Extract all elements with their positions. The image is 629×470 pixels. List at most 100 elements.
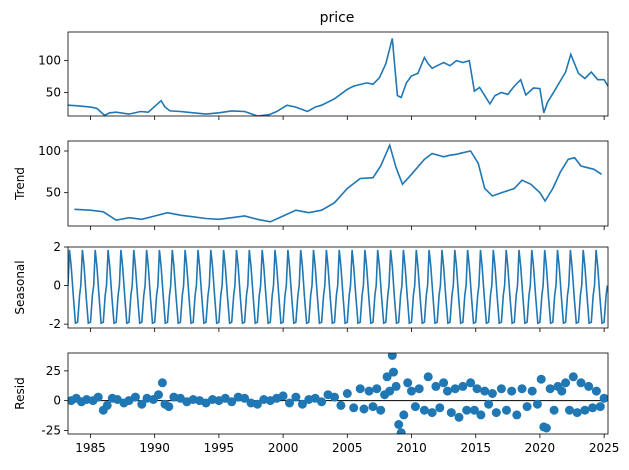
y-axis-label: Seasonal (13, 260, 27, 314)
resid-point (297, 399, 307, 409)
resid-point (450, 384, 460, 394)
resid-point (387, 353, 397, 360)
resid-point (466, 378, 476, 388)
resid-point (330, 392, 339, 402)
resid-point (368, 402, 378, 412)
resid-point (130, 392, 140, 402)
resid-point (512, 410, 522, 420)
y-tick-label: 50 (46, 85, 61, 99)
y-tick-label: 2 (53, 240, 61, 254)
resid-point (446, 408, 456, 418)
resid-point (522, 402, 532, 412)
resid-point (584, 381, 594, 391)
resid-point (572, 408, 582, 418)
resid-point (507, 386, 517, 396)
plot-area-4 (68, 353, 608, 434)
resid-point (496, 384, 506, 394)
resid-point (480, 386, 490, 396)
resid-point (568, 372, 578, 382)
x-tick-label: 2005 (332, 441, 363, 455)
y-tick-label: -2 (49, 317, 61, 331)
resid-point (491, 408, 501, 418)
plot-area-3 (68, 249, 608, 325)
resid-point (252, 399, 262, 409)
resid-point (545, 384, 555, 394)
resid-point (317, 397, 327, 407)
resid-point (557, 386, 567, 396)
resid-point (342, 389, 352, 398)
resid-point (291, 392, 301, 402)
y-tick-label: 25 (46, 364, 61, 378)
resid-point (541, 423, 551, 433)
resid-point (595, 402, 605, 412)
resid-point (336, 400, 346, 410)
resid-point (549, 405, 559, 415)
resid-point (399, 410, 409, 420)
resid-point (462, 405, 472, 415)
resid-point (419, 405, 429, 415)
resid-point (414, 384, 424, 394)
resid-point (472, 384, 482, 394)
resid-point (469, 405, 479, 415)
y-axis-label: Resid (13, 377, 27, 409)
resid-point (527, 386, 537, 396)
resid-point (364, 386, 374, 396)
y-tick-label: 0 (53, 394, 61, 408)
resid-point (359, 404, 369, 414)
resid-point (423, 372, 433, 382)
x-tick-label: 1995 (204, 441, 235, 455)
axes-frame (67, 31, 609, 117)
panel-1: 50 100 (38, 31, 609, 120)
panel-4: -25 0 25 1985 1990 1995 2000 2005 2010 2015 2020 20… (13, 352, 620, 455)
resid-point (576, 378, 586, 388)
y-tick-label: 0 (53, 279, 61, 293)
resid-point (580, 405, 590, 415)
y-tick-label: -25 (41, 423, 61, 437)
resid-point (443, 386, 452, 396)
axes-frame (67, 140, 609, 227)
resid-point (502, 405, 511, 415)
resid-point (599, 393, 608, 403)
resid-point (382, 372, 392, 382)
resid-point (435, 403, 445, 413)
resid-point (278, 391, 288, 401)
y-tick-label: 100 (38, 54, 61, 68)
resid-point (517, 384, 527, 394)
resid-point (561, 378, 571, 388)
x-tick-label: 2025 (589, 441, 620, 455)
x-tick-label: 1985 (75, 441, 106, 455)
resid-point (157, 378, 167, 388)
x-tick-label: 1990 (139, 441, 170, 455)
resid-point (376, 405, 386, 415)
resid-point (355, 384, 365, 394)
resid-point (394, 420, 404, 429)
resid-point (396, 428, 406, 434)
resid-point (439, 378, 449, 388)
resid-point (407, 386, 416, 396)
resid-point (484, 399, 494, 409)
series-line (74, 142, 603, 223)
resid-point (476, 410, 486, 420)
resid-point (154, 390, 163, 400)
resid-point (372, 384, 382, 394)
resid-point (137, 399, 147, 409)
panel-title-price: price (320, 10, 355, 26)
resid-point (591, 386, 601, 396)
resid-point (431, 381, 441, 391)
resid-point (427, 408, 437, 418)
axes-frame (67, 246, 609, 329)
x-tick-label: 2020 (525, 441, 556, 455)
resid-point (102, 400, 112, 410)
resid-point (588, 403, 598, 413)
resid-point (454, 412, 464, 422)
resid-point (532, 399, 542, 409)
panel-2: 50 100 Trend (13, 140, 609, 230)
y-axis-label: Trend (13, 167, 27, 201)
resid-point (391, 381, 401, 391)
resid-point (349, 403, 359, 413)
resid-point (403, 378, 413, 388)
resid-point (487, 389, 497, 398)
resid-point (565, 405, 574, 415)
y-tick-label: 50 (46, 186, 61, 200)
